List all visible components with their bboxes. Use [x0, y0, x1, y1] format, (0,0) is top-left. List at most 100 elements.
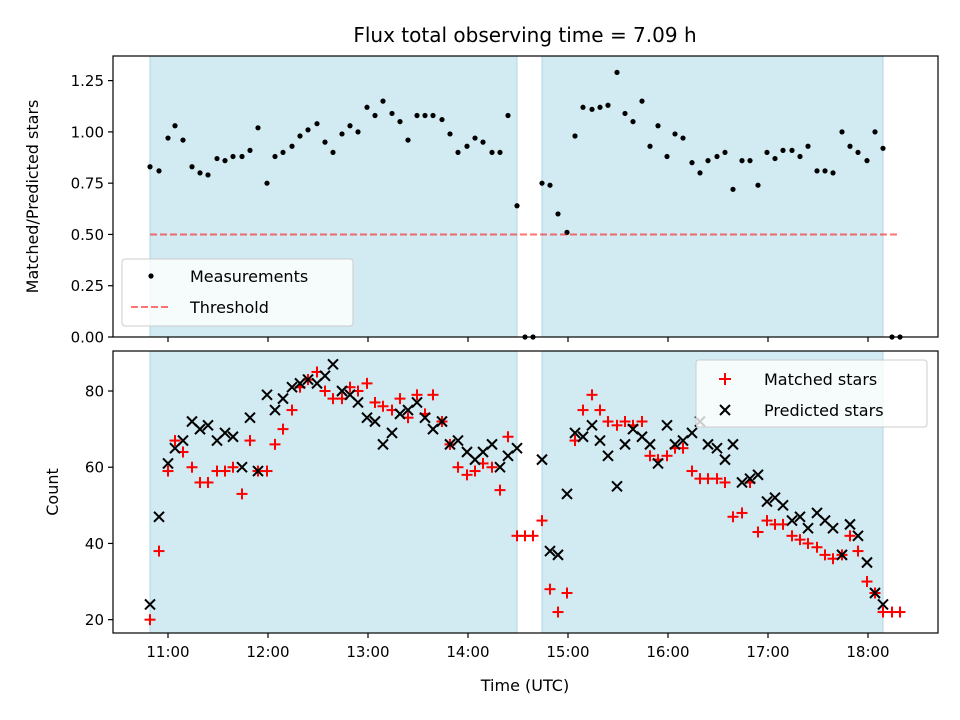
measurement-point: [405, 137, 411, 143]
matched-point: [494, 484, 506, 496]
measurement-point: [880, 145, 886, 151]
measurement-point: [314, 121, 320, 127]
predicted-point: [369, 415, 381, 428]
measurement-point: [505, 112, 511, 119]
count-ytick-label: 60: [85, 459, 104, 477]
matched-point: [577, 404, 589, 416]
predicted-point: [877, 598, 889, 611]
measurement-point: [355, 129, 361, 135]
matched-point: [527, 530, 539, 542]
predicted-point: [744, 472, 756, 485]
legend-ratio: Measurements Threshold: [121, 258, 354, 327]
predicted-point: [869, 587, 881, 599]
ratio-ytick-label: 1.25: [71, 72, 104, 90]
predicted-point: [727, 438, 739, 451]
measurement-point: [330, 149, 336, 156]
measurement-point: [230, 153, 236, 160]
ratio-ytick-label: 0.00: [71, 329, 104, 347]
matched-point: [186, 461, 198, 473]
matched-point: [736, 507, 748, 519]
matched-point: [561, 587, 573, 599]
predicted-point: [294, 377, 306, 390]
legend-count: Matched stars Predicted stars: [695, 359, 928, 428]
predicted-point: [836, 549, 848, 561]
measurement-point: [156, 168, 162, 174]
predicted-point: [686, 427, 698, 439]
predicted-point: [711, 442, 723, 454]
predicted-point: [261, 389, 273, 401]
measurement-point: [322, 139, 328, 145]
legend-matched-marker: [719, 373, 731, 385]
legend-count-box: [695, 359, 928, 428]
measurement-point: [489, 149, 495, 156]
x-axis-label: Time (UTC): [480, 676, 569, 695]
matched-point: [169, 435, 181, 447]
legend-predicted-marker: [719, 404, 731, 416]
measurement-point: [672, 131, 678, 137]
measurement-point: [589, 106, 595, 112]
legend-predicted-label: Predicted stars: [764, 401, 884, 420]
matched-point: [144, 614, 156, 626]
measurement-point: [805, 143, 811, 149]
measurement-point: [739, 158, 745, 164]
measurement-point: [847, 143, 853, 149]
matched-point: [786, 530, 798, 542]
predicted-point: [361, 411, 373, 424]
matched-point: [452, 461, 464, 473]
measurement-point: [372, 112, 378, 119]
predicted-point: [153, 511, 165, 523]
legend-threshold-label: Threshold: [189, 298, 269, 317]
ratio-ytick-label: 1.00: [71, 123, 104, 141]
measurement-point: [555, 211, 561, 217]
predicted-point: [569, 427, 581, 439]
predicted-point: [444, 438, 456, 451]
count-xtick-label: 16:00: [646, 643, 689, 661]
measurement-point: [430, 112, 436, 119]
count-xtick-label: 14:00: [446, 643, 489, 661]
measurement-point: [147, 164, 153, 170]
matched-point: [544, 583, 556, 595]
measurement-point: [705, 158, 711, 164]
matched-point: [486, 461, 498, 473]
measurement-point: [797, 153, 803, 160]
predicted-point: [844, 518, 856, 531]
matched-point: [244, 435, 256, 447]
measurement-point: [447, 131, 453, 137]
measurement-point: [697, 170, 703, 176]
predicted-point: [544, 545, 556, 557]
matched-point: [686, 465, 698, 477]
measurement-point: [439, 116, 445, 123]
measurement-point: [197, 170, 203, 176]
predicted-point: [827, 522, 839, 534]
matched-point: [552, 606, 564, 618]
predicted-point: [852, 530, 864, 542]
predicted-point: [162, 457, 174, 470]
predicted-point: [319, 370, 331, 382]
measurement-point: [464, 143, 470, 149]
legend-measurements-label: Measurements: [190, 267, 308, 286]
predicted-point: [377, 438, 389, 451]
predicted-point: [236, 461, 248, 473]
matched-point: [811, 541, 823, 553]
measurement-point: [289, 143, 295, 149]
matched-point: [261, 465, 273, 477]
ratio-ytick-label: 0.25: [71, 277, 104, 295]
matched-point: [586, 389, 598, 401]
measurement-point: [597, 104, 603, 110]
measurement-point: [730, 186, 736, 192]
count-xtick-label: 11:00: [146, 643, 189, 661]
measurement-point: [830, 170, 836, 176]
measurement-point: [764, 149, 770, 156]
matched-point: [594, 404, 606, 416]
predicted-point: [494, 461, 506, 473]
predicted-point: [577, 431, 589, 443]
matched-point: [819, 549, 831, 561]
measurement-point: [864, 158, 870, 164]
matched-point: [861, 576, 873, 588]
count-xtick-label: 15:00: [546, 643, 589, 661]
matched-point: [369, 396, 381, 408]
predicted-point: [794, 511, 806, 523]
measurement-point: [297, 133, 303, 139]
measurement-point: [872, 129, 878, 135]
measurement-point: [580, 104, 586, 110]
